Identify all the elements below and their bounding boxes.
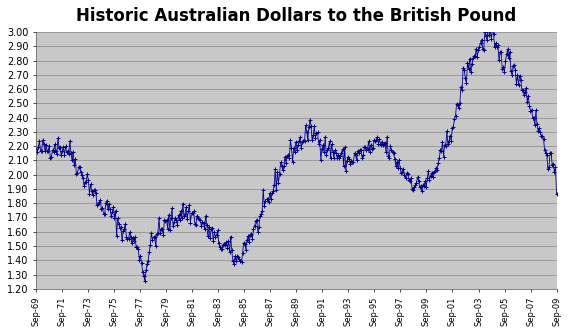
Title: Historic Australian Dollars to the British Pound: Historic Australian Dollars to the Briti… [76,7,516,25]
